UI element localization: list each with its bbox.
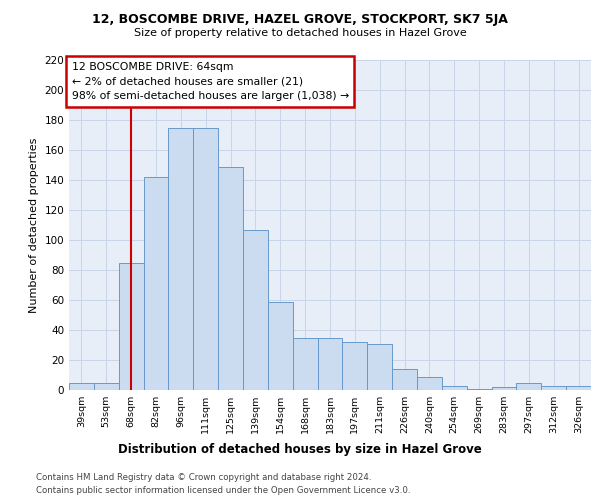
Text: Distribution of detached houses by size in Hazel Grove: Distribution of detached houses by size … (118, 442, 482, 456)
Bar (119, 262, 143, 390)
Bar (367, 344, 392, 390)
Bar (69, 382, 94, 390)
Bar (193, 128, 218, 390)
Bar (541, 386, 566, 390)
Text: Contains public sector information licensed under the Open Government Licence v3: Contains public sector information licen… (36, 486, 410, 495)
Bar (343, 342, 367, 390)
Y-axis label: Number of detached properties: Number of detached properties (29, 138, 39, 312)
Bar (491, 387, 517, 390)
Text: Size of property relative to detached houses in Hazel Grove: Size of property relative to detached ho… (134, 28, 466, 38)
Bar (218, 166, 243, 390)
Bar (467, 388, 491, 390)
Text: 12 BOSCOMBE DRIVE: 64sqm
← 2% of detached houses are smaller (21)
98% of semi-de: 12 BOSCOMBE DRIVE: 64sqm ← 2% of detache… (71, 62, 349, 101)
Bar (317, 338, 343, 390)
Bar (94, 382, 119, 390)
Bar (566, 386, 591, 390)
Bar (268, 302, 293, 390)
Bar (517, 382, 541, 390)
Bar (442, 386, 467, 390)
Bar (143, 177, 169, 390)
Bar (392, 369, 417, 390)
Bar (417, 376, 442, 390)
Text: Contains HM Land Registry data © Crown copyright and database right 2024.: Contains HM Land Registry data © Crown c… (36, 472, 371, 482)
Bar (293, 338, 317, 390)
Text: 12, BOSCOMBE DRIVE, HAZEL GROVE, STOCKPORT, SK7 5JA: 12, BOSCOMBE DRIVE, HAZEL GROVE, STOCKPO… (92, 12, 508, 26)
Bar (243, 230, 268, 390)
Bar (169, 128, 193, 390)
